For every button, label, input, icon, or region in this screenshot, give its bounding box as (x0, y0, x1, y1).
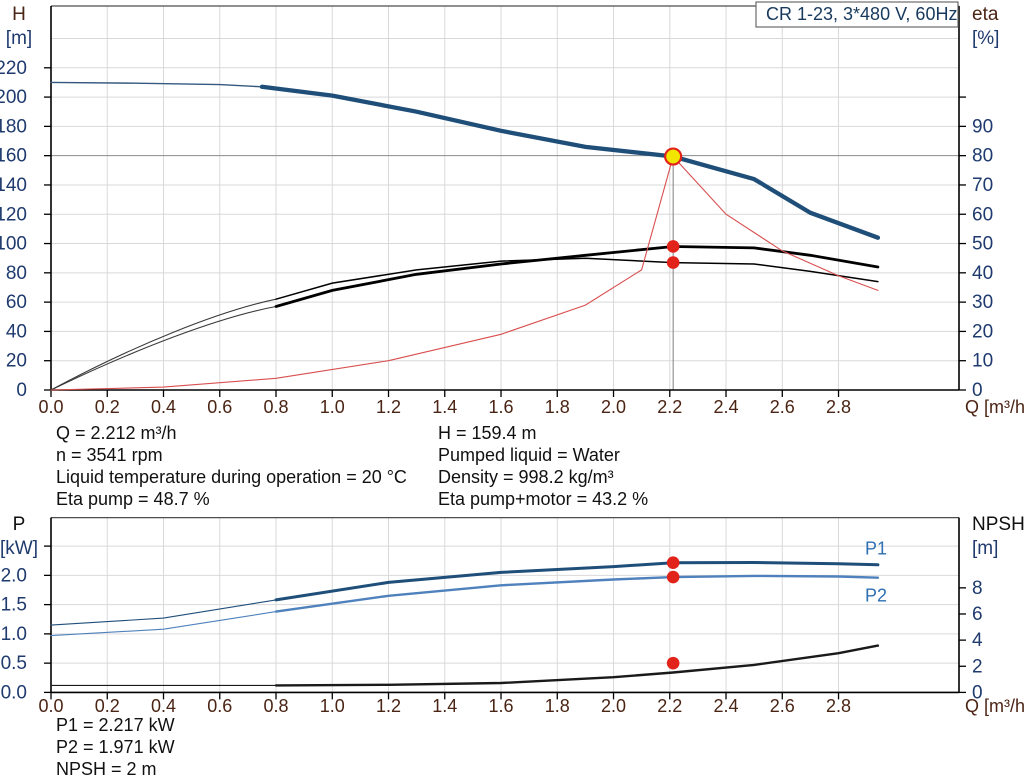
svg-text:10: 10 (972, 351, 993, 372)
svg-text:140: 140 (0, 175, 27, 196)
svg-text:40: 40 (6, 321, 27, 342)
svg-text:50: 50 (972, 234, 993, 255)
svg-text:2: 2 (972, 656, 983, 677)
svg-text:60: 60 (6, 292, 27, 313)
svg-text:P: P (13, 514, 26, 535)
svg-text:1.6: 1.6 (489, 397, 514, 417)
svg-text:P1: P1 (865, 539, 887, 559)
svg-text:40: 40 (972, 263, 993, 284)
svg-text:2.4: 2.4 (714, 696, 739, 716)
svg-text:2.0: 2.0 (1, 565, 27, 586)
svg-text:eta: eta (972, 4, 999, 25)
svg-text:2.6: 2.6 (770, 696, 795, 716)
svg-text:8: 8 (972, 578, 983, 599)
svg-text:0.0: 0.0 (1, 682, 27, 703)
svg-text:220: 220 (0, 58, 27, 79)
svg-text:180: 180 (0, 116, 27, 137)
svg-text:NPSH: NPSH (972, 514, 1024, 535)
svg-text:[%]: [%] (972, 28, 999, 49)
svg-text:0.5: 0.5 (1, 653, 27, 674)
svg-text:200: 200 (0, 87, 27, 108)
svg-text:100: 100 (0, 234, 27, 255)
svg-text:Density = 998.2 kg/m³: Density = 998.2 kg/m³ (438, 467, 614, 487)
svg-text:n = 3541 rpm: n = 3541 rpm (56, 445, 163, 465)
svg-text:Q [m³/h]: Q [m³/h] (965, 696, 1024, 716)
svg-text:Eta pump+motor = 43.2 %: Eta pump+motor = 43.2 % (438, 489, 648, 509)
svg-text:0.8: 0.8 (263, 397, 288, 417)
svg-text:[m]: [m] (6, 28, 32, 49)
svg-text:80: 80 (6, 263, 27, 284)
svg-text:2.8: 2.8 (826, 696, 851, 716)
svg-text:0.4: 0.4 (151, 696, 176, 716)
svg-text:90: 90 (972, 116, 993, 137)
svg-text:Liquid temperature during oper: Liquid temperature during operation = 20… (56, 467, 407, 487)
svg-text:Eta pump = 48.7 %: Eta pump = 48.7 % (56, 489, 210, 509)
svg-text:30: 30 (972, 292, 993, 313)
svg-text:2.0: 2.0 (601, 696, 626, 716)
svg-text:H = 159.4 m: H = 159.4 m (438, 423, 537, 443)
svg-text:2.0: 2.0 (601, 397, 626, 417)
svg-text:0.6: 0.6 (207, 397, 232, 417)
svg-text:[kW]: [kW] (0, 538, 38, 559)
svg-text:0.4: 0.4 (151, 397, 176, 417)
svg-text:1.0: 1.0 (320, 696, 345, 716)
svg-text:Q [m³/h]: Q [m³/h] (965, 397, 1024, 417)
svg-text:80: 80 (972, 146, 993, 167)
svg-text:0.6: 0.6 (207, 696, 232, 716)
svg-text:0.2: 0.2 (95, 696, 120, 716)
svg-text:120: 120 (0, 204, 27, 225)
svg-text:2.2: 2.2 (657, 696, 682, 716)
svg-text:2.4: 2.4 (714, 397, 739, 417)
svg-text:20: 20 (6, 351, 27, 372)
svg-text:0.8: 0.8 (263, 696, 288, 716)
svg-text:2.2: 2.2 (657, 397, 682, 417)
svg-text:[m]: [m] (972, 538, 998, 559)
svg-text:0.0: 0.0 (38, 397, 63, 417)
svg-text:CR 1-23, 3*480 V, 60Hz: CR 1-23, 3*480 V, 60Hz (766, 4, 957, 24)
svg-text:2.6: 2.6 (770, 397, 795, 417)
svg-text:P2 = 1.971 kW: P2 = 1.971 kW (56, 737, 175, 757)
svg-text:2.8: 2.8 (826, 397, 851, 417)
svg-text:1.2: 1.2 (376, 696, 401, 716)
svg-text:70: 70 (972, 175, 993, 196)
svg-text:H: H (12, 4, 26, 25)
svg-text:160: 160 (0, 146, 27, 167)
svg-text:0.2: 0.2 (95, 397, 120, 417)
svg-text:1.5: 1.5 (1, 595, 27, 616)
svg-text:60: 60 (972, 204, 993, 225)
svg-text:1.0: 1.0 (320, 397, 345, 417)
svg-text:20: 20 (972, 321, 993, 342)
svg-text:NPSH = 2 m: NPSH = 2 m (56, 759, 157, 779)
svg-text:P2: P2 (865, 585, 887, 605)
svg-text:1.4: 1.4 (432, 397, 457, 417)
svg-text:1.2: 1.2 (376, 397, 401, 417)
svg-text:Pumped liquid = Water: Pumped liquid = Water (438, 445, 620, 465)
svg-text:Q = 2.212 m³/h: Q = 2.212 m³/h (56, 423, 177, 443)
svg-text:6: 6 (972, 604, 983, 625)
svg-text:4: 4 (972, 630, 983, 651)
svg-text:0.0: 0.0 (38, 696, 63, 716)
svg-text:1.8: 1.8 (545, 696, 570, 716)
svg-text:1.0: 1.0 (1, 624, 27, 645)
svg-text:0: 0 (16, 380, 27, 401)
svg-text:1.4: 1.4 (432, 696, 457, 716)
svg-text:1.6: 1.6 (489, 696, 514, 716)
svg-text:P1 = 2.217 kW: P1 = 2.217 kW (56, 715, 175, 735)
svg-text:1.8: 1.8 (545, 397, 570, 417)
